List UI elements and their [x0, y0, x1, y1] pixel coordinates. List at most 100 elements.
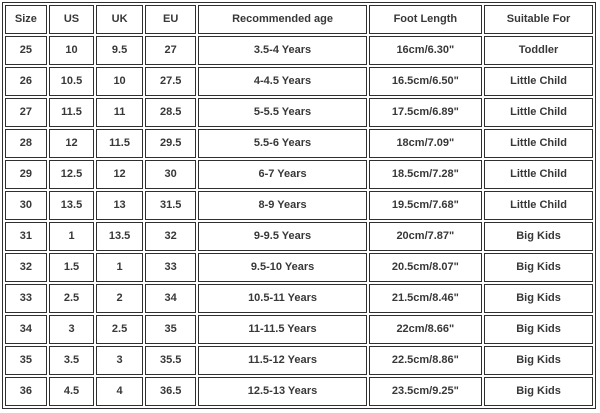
- cell-size: 26: [5, 67, 47, 96]
- cell-recommended-age: 9-9.5 Years: [198, 222, 367, 251]
- cell-eu: 29.5: [144, 129, 197, 158]
- cell-eu: 27: [144, 36, 197, 65]
- header-row: Size US UK EU Recommended age Foot Lengt…: [5, 5, 593, 34]
- table-row: 35 3.5 3 35.5 11.5-12 Years 22.5cm/8.86" Big K…: [5, 346, 593, 375]
- cell-us: 2.5: [48, 284, 95, 313]
- cell-foot-length: 21.5cm/8.46": [368, 284, 483, 313]
- cell-foot-length: 18cm/7.09": [368, 129, 483, 158]
- header-cell-uk: UK: [96, 5, 143, 34]
- cell-eu: 27.5: [144, 67, 197, 96]
- cell-recommended-age: 11-11.5 Years: [198, 315, 367, 344]
- cell-us: 10: [48, 36, 95, 65]
- cell-eu: 32: [144, 222, 197, 251]
- cell-us: 12.5: [48, 160, 95, 189]
- cell-eu: 33: [144, 253, 197, 282]
- cell-us: 10.5: [48, 67, 95, 96]
- cell-uk: 2: [96, 284, 143, 313]
- cell-size: 29: [5, 160, 47, 189]
- header-cell-suitable-for: Suitable For: [484, 5, 593, 34]
- cell-foot-length: 18.5cm/7.28": [368, 160, 483, 189]
- cell-suitable-for: Little Child: [484, 98, 593, 127]
- table-row: 34 3 2.5 35 11-11.5 Years 22cm/8.66" Big Kids: [5, 315, 593, 344]
- size-chart-body: 25 10 9.5 27 3.5-4 Years 16cm/6.30" Toddler 26 1…: [5, 36, 593, 406]
- table-row: 32 1.5 1 33 9.5-10 Years 20.5cm/8.07" Big Kids: [5, 253, 593, 282]
- size-chart: Size US UK EU Recommended age Foot Lengt…: [2, 2, 596, 409]
- table-row: 25 10 9.5 27 3.5-4 Years 16cm/6.30" Toddler: [5, 36, 593, 65]
- cell-us: 11.5: [48, 98, 95, 127]
- header-cell-eu: EU: [144, 5, 197, 34]
- cell-uk: 13: [96, 191, 143, 220]
- cell-size: 31: [5, 222, 47, 251]
- cell-foot-length: 19.5cm/7.68": [368, 191, 483, 220]
- cell-size: 28: [5, 129, 47, 158]
- cell-eu: 28.5: [144, 98, 197, 127]
- size-chart-table: Size US UK EU Recommended age Foot Lengt…: [2, 2, 596, 409]
- cell-suitable-for: Little Child: [484, 160, 593, 189]
- cell-uk: 4: [96, 377, 143, 406]
- cell-eu: 31.5: [144, 191, 197, 220]
- cell-suitable-for: Big Kids: [484, 253, 593, 282]
- cell-foot-length: 16cm/6.30": [368, 36, 483, 65]
- table-row: 29 12.5 12 30 6-7 Years 18.5cm/7.28" Little Ch…: [5, 160, 593, 189]
- cell-uk: 2.5: [96, 315, 143, 344]
- cell-us: 1.5: [48, 253, 95, 282]
- cell-recommended-age: 5-5.5 Years: [198, 98, 367, 127]
- cell-size: 34: [5, 315, 47, 344]
- cell-suitable-for: Little Child: [484, 191, 593, 220]
- table-row: 26 10.5 10 27.5 4-4.5 Years 16.5cm/6.50" Littl…: [5, 67, 593, 96]
- cell-recommended-age: 3.5-4 Years: [198, 36, 367, 65]
- cell-size: 36: [5, 377, 47, 406]
- cell-recommended-age: 8-9 Years: [198, 191, 367, 220]
- cell-foot-length: 23.5cm/9.25": [368, 377, 483, 406]
- cell-uk: 1: [96, 253, 143, 282]
- cell-uk: 9.5: [96, 36, 143, 65]
- cell-foot-length: 20.5cm/8.07": [368, 253, 483, 282]
- cell-us: 12: [48, 129, 95, 158]
- table-row: 30 13.5 13 31.5 8-9 Years 19.5cm/7.68" Little …: [5, 191, 593, 220]
- cell-recommended-age: 5.5-6 Years: [198, 129, 367, 158]
- cell-suitable-for: Big Kids: [484, 222, 593, 251]
- cell-suitable-for: Big Kids: [484, 377, 593, 406]
- cell-size: 25: [5, 36, 47, 65]
- cell-us: 1: [48, 222, 95, 251]
- cell-uk: 13.5: [96, 222, 143, 251]
- header-cell-recommended-age: Recommended age: [198, 5, 367, 34]
- header-cell-us: US: [48, 5, 95, 34]
- cell-recommended-age: 11.5-12 Years: [198, 346, 367, 375]
- cell-size: 33: [5, 284, 47, 313]
- cell-uk: 11: [96, 98, 143, 127]
- table-row: 27 11.5 11 28.5 5-5.5 Years 17.5cm/6.89" Littl…: [5, 98, 593, 127]
- cell-size: 30: [5, 191, 47, 220]
- cell-suitable-for: Big Kids: [484, 284, 593, 313]
- cell-uk: 10: [96, 67, 143, 96]
- cell-eu: 36.5: [144, 377, 197, 406]
- cell-size: 27: [5, 98, 47, 127]
- cell-eu: 30: [144, 160, 197, 189]
- cell-eu: 35.5: [144, 346, 197, 375]
- table-row: 28 12 11.5 29.5 5.5-6 Years 18cm/7.09" Little …: [5, 129, 593, 158]
- cell-suitable-for: Little Child: [484, 129, 593, 158]
- cell-eu: 35: [144, 315, 197, 344]
- cell-foot-length: 22cm/8.66": [368, 315, 483, 344]
- cell-recommended-age: 12.5-13 Years: [198, 377, 367, 406]
- cell-foot-length: 16.5cm/6.50": [368, 67, 483, 96]
- cell-us: 13.5: [48, 191, 95, 220]
- table-row: 36 4.5 4 36.5 12.5-13 Years 23.5cm/9.25" Big K…: [5, 377, 593, 406]
- cell-recommended-age: 10.5-11 Years: [198, 284, 367, 313]
- cell-suitable-for: Big Kids: [484, 315, 593, 344]
- cell-suitable-for: Toddler: [484, 36, 593, 65]
- cell-foot-length: 22.5cm/8.86": [368, 346, 483, 375]
- cell-us: 3.5: [48, 346, 95, 375]
- cell-uk: 3: [96, 346, 143, 375]
- header-cell-foot-length: Foot Length: [368, 5, 483, 34]
- cell-eu: 34: [144, 284, 197, 313]
- cell-recommended-age: 6-7 Years: [198, 160, 367, 189]
- cell-foot-length: 20cm/7.87": [368, 222, 483, 251]
- header-cell-size: Size: [5, 5, 47, 34]
- table-row: 31 1 13.5 32 9-9.5 Years 20cm/7.87" Big Kids: [5, 222, 593, 251]
- cell-size: 35: [5, 346, 47, 375]
- cell-suitable-for: Little Child: [484, 67, 593, 96]
- cell-us: 3: [48, 315, 95, 344]
- cell-recommended-age: 9.5-10 Years: [198, 253, 367, 282]
- cell-uk: 12: [96, 160, 143, 189]
